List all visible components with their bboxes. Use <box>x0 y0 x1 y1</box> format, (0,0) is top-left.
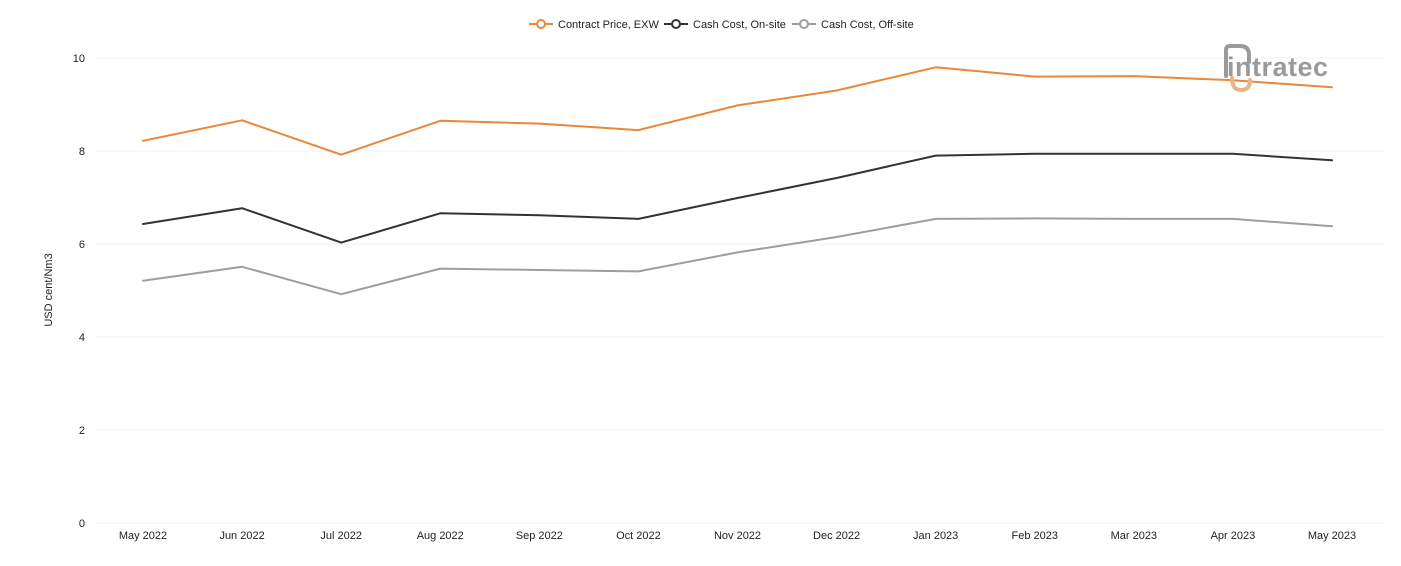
legend-label: Cash Cost, Off-site <box>821 19 914 31</box>
logo-accent-shape <box>1230 76 1252 93</box>
logo-wordmark: intratec <box>1227 52 1329 82</box>
series-lines <box>142 66 1333 296</box>
y-tick-label: 6 <box>79 239 85 251</box>
y-tick-label: 10 <box>73 53 85 65</box>
y-tick-label: 0 <box>79 518 85 530</box>
x-tick-label: Jul 2022 <box>320 530 362 542</box>
x-tick-label: Mar 2023 <box>1111 530 1157 542</box>
x-tick-label: Nov 2022 <box>714 530 761 542</box>
x-axis: May 2022 Jun 2022 Jul 2022 Aug 2022 Sep 2022… <box>119 530 1356 542</box>
series-line-0 <box>142 66 1333 156</box>
legend-item[interactable]: Cash Cost, On-site <box>664 19 786 31</box>
x-tick-label: May 2023 <box>1308 530 1356 542</box>
logo-mark <box>1224 44 1252 93</box>
legend-item[interactable]: Contract Price, EXW <box>529 19 659 31</box>
y-tick-label: 8 <box>79 146 85 158</box>
gridlines <box>96 57 1383 524</box>
legend-item[interactable]: Cash Cost, Off-site <box>792 19 914 31</box>
y-tick-label: 4 <box>79 332 85 344</box>
x-tick-label: Oct 2022 <box>616 530 661 542</box>
x-tick-label: Jun 2022 <box>219 530 264 542</box>
y-axis: 0 2 4 6 8 10 USD cent/Nm3 <box>43 53 85 530</box>
x-tick-label: Dec 2022 <box>813 530 860 542</box>
x-tick-label: Sep 2022 <box>516 530 563 542</box>
legend-label: Cash Cost, On-site <box>693 19 786 31</box>
y-tick-label: 2 <box>79 425 85 437</box>
series-line-1 <box>142 152 1333 244</box>
legend-marker <box>799 19 809 29</box>
series-line-2 <box>142 217 1333 296</box>
x-tick-label: May 2022 <box>119 530 167 542</box>
legend: Contract Price, EXW Cash Cost, On-site Cas… <box>529 19 914 31</box>
legend-label: Contract Price, EXW <box>558 19 659 31</box>
y-axis-title: USD cent/Nm3 <box>43 253 55 326</box>
legend-marker <box>536 19 546 29</box>
x-tick-label: Aug 2022 <box>417 530 464 542</box>
intratec-logo: intratec <box>1224 44 1329 93</box>
x-tick-label: Jan 2023 <box>913 530 958 542</box>
legend-marker <box>671 19 681 29</box>
logo-arc-shape <box>1224 44 1251 78</box>
x-tick-label: Apr 2023 <box>1211 530 1256 542</box>
x-tick-label: Feb 2023 <box>1012 530 1058 542</box>
